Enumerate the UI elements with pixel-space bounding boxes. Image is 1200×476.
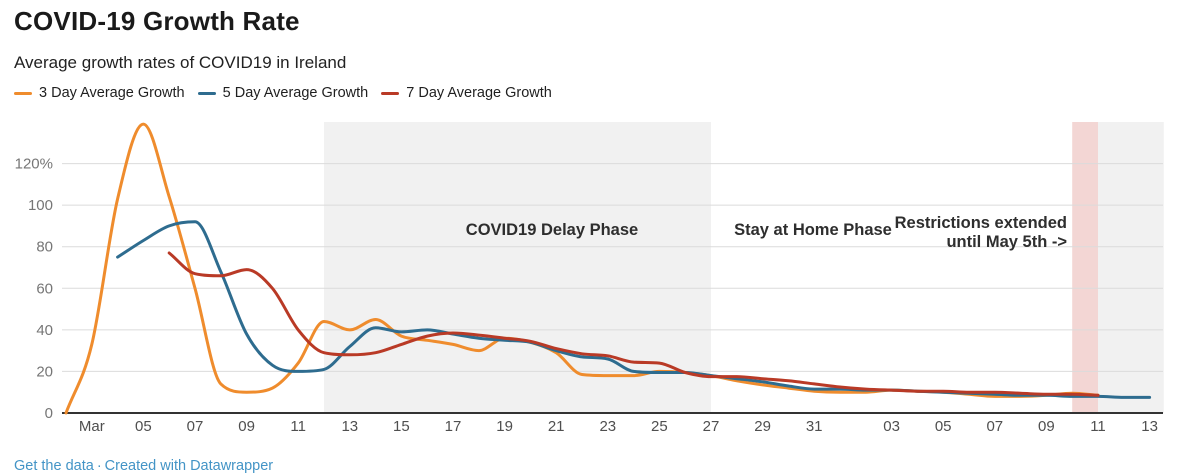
x-axis-tick-label: 11 [1090, 418, 1106, 435]
chart-header: COVID-19 Growth Rate Average growth rate… [14, 6, 1114, 73]
x-axis-tick-label: Mar [79, 418, 105, 435]
x-axis-tick-label: 25 [651, 418, 668, 435]
x-axis-tick-label: 05 [935, 418, 952, 435]
x-axis-tick-label: 07 [986, 418, 1003, 435]
legend-dash-icon-7-day [381, 91, 400, 95]
y-axis-tick-label: 80 [36, 239, 53, 256]
y-axis-tick-label: 0 [45, 405, 53, 422]
restrictions-extended-band [1072, 122, 1098, 413]
x-axis-tick-label: 09 [1038, 418, 1055, 435]
chart-title: COVID-19 Growth Rate [14, 6, 300, 36]
x-axis-tick-label: 31 [806, 418, 823, 435]
x-axis-tick-label: 05 [135, 418, 152, 435]
x-axis-tick-label: 17 [445, 418, 462, 435]
legend-dash-icon-5-day [197, 91, 216, 95]
x-axis-tick-label: 13 [1141, 418, 1158, 435]
stay-at-home-label: Stay at Home Phase [734, 221, 892, 239]
footer: Get the data · Created with Datawrapper [14, 458, 273, 474]
restrictions-extended-label: Restrictions extended [895, 214, 1067, 232]
x-axis-tick-label: 27 [703, 418, 720, 435]
y-axis-tick-label: 40 [36, 322, 53, 339]
legend-item-3-day: 3 Day Average Growth [14, 85, 185, 101]
delay-phase-label: COVID19 Delay Phase [466, 221, 638, 239]
y-axis-tick-label: 20 [36, 363, 53, 380]
x-axis-tick-label: 19 [496, 418, 513, 435]
footer-separator: · [96, 458, 102, 474]
legend-item-5-day: 5 Day Average Growth [197, 85, 369, 101]
series-line-7-day-average-growth [167, 251, 1100, 397]
x-axis-tick-label: 23 [599, 418, 616, 435]
legend-item-7-day: 7 Day Average Growth [381, 85, 552, 101]
get-the-data-link[interactable]: Get the data [14, 458, 94, 474]
x-axis-tick-label: 15 [393, 418, 410, 435]
right-phase-band [1098, 122, 1164, 413]
x-axis-tick-label: 09 [238, 418, 255, 435]
legend-label-7-day: 7 Day Average Growth [406, 85, 552, 101]
x-axis-tick-label: 21 [548, 418, 565, 435]
x-axis-tick-label: 03 [883, 418, 900, 435]
legend-label-3-day: 3 Day Average Growth [39, 85, 185, 101]
restrictions-extended-label: until May 5th -> [946, 233, 1067, 251]
legend-dash-icon-3-day [14, 91, 32, 95]
x-axis-tick-label: 29 [754, 418, 771, 435]
legend-label-5-day: 5 Day Average Growth [222, 85, 369, 101]
datawrapper-credit-link[interactable]: Created with Datawrapper [104, 458, 274, 474]
y-axis-tick-label: 120% [15, 156, 53, 173]
delay-phase-band [324, 122, 711, 413]
y-axis-tick-label: 60 [36, 280, 53, 297]
legend: 3 Day Average Growth 5 Day Average Growt… [14, 85, 552, 101]
chart-subtitle: Average growth rates of COVID19 in Irela… [14, 53, 347, 72]
x-axis-tick-label: 07 [187, 418, 204, 435]
y-axis-tick-label: 100 [28, 197, 53, 214]
x-axis-tick-label: 13 [341, 418, 358, 435]
x-axis-tick-label: 11 [290, 418, 306, 435]
